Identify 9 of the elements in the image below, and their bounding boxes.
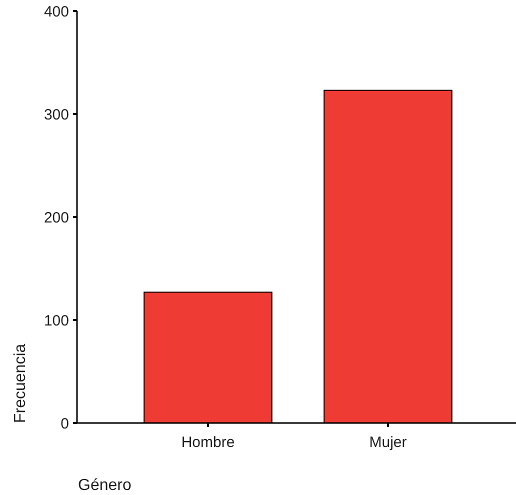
x-tick-label: Hombre	[181, 434, 235, 451]
y-tick-label: 100	[44, 312, 69, 330]
y-tick-label: 0	[60, 415, 69, 432]
y-tick-label: 300	[44, 106, 69, 124]
y-axis-title: Frecuencia	[12, 344, 29, 423]
y-tick-label: 200	[44, 209, 69, 226]
y-tick-label: 400	[44, 3, 69, 20]
x-axis-title: Género	[78, 477, 132, 494]
x-tick-label: Mujer	[369, 434, 407, 451]
